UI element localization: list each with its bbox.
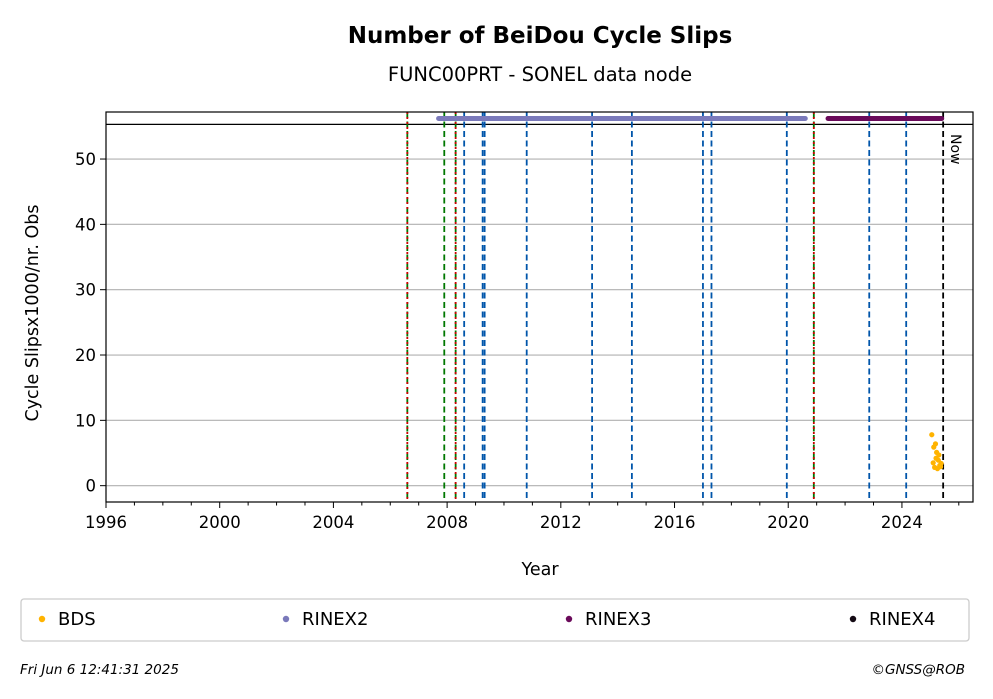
x-tick-label: 2024 [881,513,923,532]
legend-label-rinex3: RINEX3 [585,609,651,630]
y-tick-label: 20 [75,346,96,365]
x-tick-label: 1996 [85,513,127,532]
x-tick-label: 2012 [540,513,582,532]
x-axis-label: Year [520,560,559,580]
y-axis-ticks: 0 10 20 30 40 50 [75,150,106,496]
legend-label-rinex4: RINEX4 [869,609,935,630]
legend: BDS RINEX2 RINEX3 RINEX4 [20,598,970,642]
y-tick-label: 40 [75,215,96,234]
series-bds-point [932,441,939,447]
data-marks [436,116,945,472]
series-bds-point [929,432,935,438]
legend-marker-bds [38,615,46,623]
legend-label-rinex2: RINEX2 [302,609,368,630]
plot-frame [105,111,974,503]
y-tick-label: 10 [75,411,96,430]
legend-box [20,598,970,642]
chart-subtitle: FUNC00PRT - SONEL data node [388,63,692,86]
series-bds-point [930,460,936,466]
legend-marker-rinex4 [849,615,857,623]
event-lines: Now [406,112,963,502]
now-label: Now [947,134,963,165]
x-axis-ticks: 1996 2000 2004 2008 2012 2016 2020 2024 [85,502,960,532]
y-tick-label: 0 [86,477,97,496]
x-tick-label: 2008 [426,513,468,532]
x-tick-label: 2004 [312,513,354,532]
chart-title: Number of BeiDou Cycle Slips [348,23,733,49]
y-axis-label: Cycle Slipsx1000/nr. Obs [23,204,43,421]
series-bds-point [938,460,944,467]
y-grid [106,123,973,487]
legend-marker-rinex3 [565,615,573,623]
x-tick-label: 2000 [199,513,241,532]
x-tick-label: 2016 [654,513,696,532]
x-tick-label: 2020 [767,513,809,532]
legend-label-bds: BDS [58,609,96,630]
footer-timestamp: Fri Jun 6 12:41:31 2025 [20,662,179,678]
legend-marker-rinex2 [282,615,290,623]
footer-credit: ©GNSS@ROB [872,662,966,678]
y-tick-label: 50 [75,150,96,169]
series-bds-point [936,452,942,458]
y-tick-label: 30 [75,281,96,300]
